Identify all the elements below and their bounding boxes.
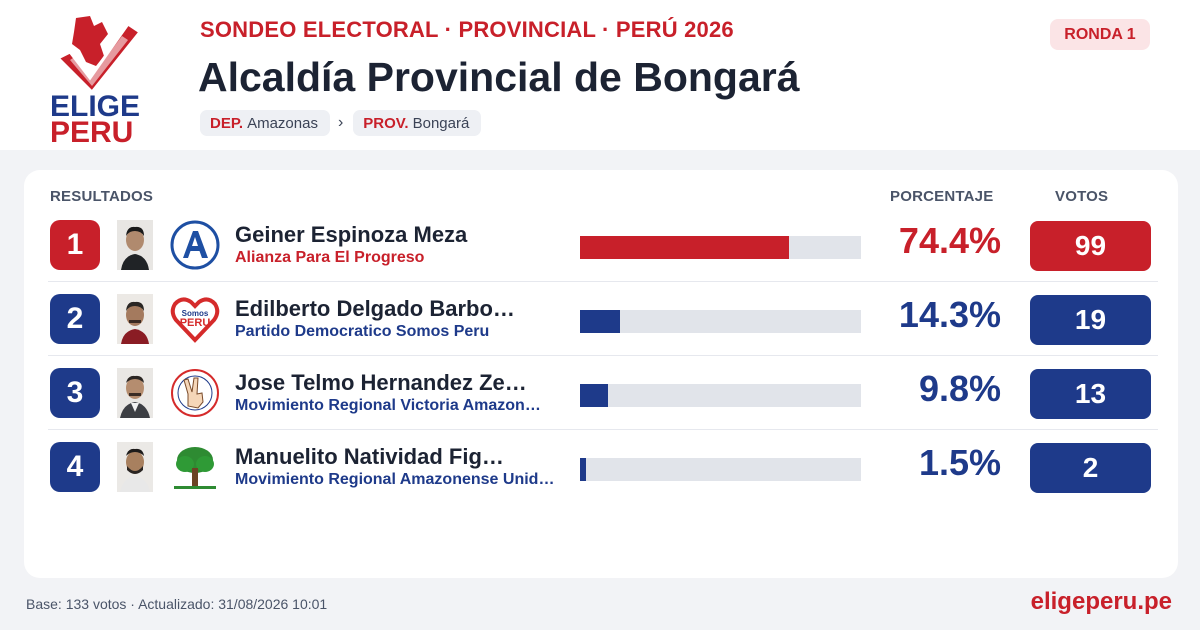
votes-header: VOTOS bbox=[1055, 188, 1109, 205]
footer-base-info: Base: 133 votos · Actualizado: 31/08/202… bbox=[26, 596, 328, 612]
candidate-name: Jose Telmo Hernandez Ze… bbox=[235, 370, 527, 395]
breadcrumb-key: PROV. bbox=[363, 114, 409, 132]
somos-peru-heart-icon: Somos PERU bbox=[170, 294, 220, 344]
percent-value: 1.5% bbox=[918, 442, 1001, 483]
breadcrumb-province[interactable]: PROV. Bongará bbox=[353, 110, 482, 136]
elige-peru-logo[interactable]: ELIGE PERU bbox=[48, 14, 152, 148]
logo-text-elige: ELIGE bbox=[50, 90, 141, 123]
vote-share-bar bbox=[580, 310, 861, 333]
candidate-name: Geiner Espinoza Meza bbox=[235, 222, 468, 247]
candidate-name: Edilberto Delgado Barbo… bbox=[235, 296, 515, 321]
breadcrumb: DEP. Amazonas › PROV. Bongará bbox=[200, 110, 482, 136]
vote-share-bar bbox=[580, 458, 861, 481]
party-name: Alianza Para El Progreso bbox=[235, 249, 425, 266]
votes-count: 19 bbox=[1030, 295, 1151, 345]
row-divider bbox=[48, 429, 1158, 430]
row-divider bbox=[48, 355, 1158, 356]
green-tree-icon bbox=[170, 442, 220, 492]
candidate-photo bbox=[117, 368, 153, 418]
site-link[interactable]: eligeperu.pe bbox=[1030, 588, 1172, 615]
results-header: RESULTADOS bbox=[50, 188, 154, 205]
party-name: Movimiento Regional Victoria Amazon… bbox=[235, 397, 541, 414]
votes-count: 13 bbox=[1030, 369, 1151, 419]
breadcrumb-key: DEP. bbox=[210, 114, 244, 132]
vote-share-bar-fill bbox=[580, 310, 621, 333]
breadcrumb-value: Bongará bbox=[412, 114, 470, 132]
percent-value: 74.4% bbox=[898, 220, 1001, 261]
page-title: Alcaldía Provincial de Bongará bbox=[198, 54, 800, 100]
alianza-para-el-progreso-a-icon bbox=[170, 220, 220, 270]
header: ELIGE PERU SONDEO ELECTORAL · PROVINCIAL… bbox=[0, 0, 1200, 150]
vote-share-bar bbox=[580, 384, 861, 407]
result-row[interactable]: 2 Somos PERU Edilberto Delgado Barbo… Par… bbox=[24, 280, 1178, 356]
svg-text:PERU: PERU bbox=[180, 317, 211, 329]
round-badge: RONDA 1 bbox=[1050, 19, 1150, 50]
result-row[interactable]: 3 Jose Telmo Hernandez Ze… Movimiento Re… bbox=[24, 354, 1178, 430]
results-card: RESULTADOS PORCENTAJE VOTOS 1 Geiner Esp… bbox=[24, 170, 1178, 578]
votes-count: 99 bbox=[1030, 221, 1151, 271]
breadcrumb-value: Amazonas bbox=[247, 114, 318, 132]
percent-header: PORCENTAJE bbox=[890, 188, 994, 205]
rank-badge: 2 bbox=[50, 294, 100, 344]
rank-badge: 1 bbox=[50, 220, 100, 270]
rank-badge: 3 bbox=[50, 368, 100, 418]
candidate-photo bbox=[117, 220, 153, 270]
votes-count: 2 bbox=[1030, 443, 1151, 493]
victoria-hand-icon bbox=[170, 368, 220, 418]
survey-kicker: SONDEO ELECTORAL · PROVINCIAL · PERÚ 202… bbox=[200, 17, 734, 42]
candidate-name: Manuelito Natividad Fig… bbox=[235, 444, 504, 469]
candidate-photo bbox=[117, 294, 153, 344]
party-name: Partido Democratico Somos Peru bbox=[235, 323, 490, 340]
result-row[interactable]: 1 Geiner Espinoza Meza Alianza Para El P… bbox=[24, 206, 1178, 282]
logo-text-peru: PERU bbox=[50, 116, 134, 149]
row-divider bbox=[48, 281, 1158, 282]
vote-share-bar bbox=[580, 236, 861, 259]
percent-value: 14.3% bbox=[898, 294, 1001, 335]
result-row[interactable]: 4 Manuelito Natividad Fig… Movimiento Re… bbox=[24, 428, 1178, 502]
vote-share-bar-fill bbox=[580, 384, 608, 407]
vote-share-bar-fill bbox=[580, 458, 586, 481]
checkmark-map-icon bbox=[56, 16, 143, 95]
rank-badge: 4 bbox=[50, 442, 100, 492]
svg-text:Somos: Somos bbox=[182, 309, 209, 318]
breadcrumb-chevron-icon: › bbox=[337, 114, 344, 131]
party-name: Movimiento Regional Amazonense Unid… bbox=[235, 471, 555, 488]
breadcrumb-department[interactable]: DEP. Amazonas bbox=[200, 110, 330, 136]
candidate-photo bbox=[117, 442, 153, 492]
vote-share-bar-fill bbox=[580, 236, 790, 259]
percent-value: 9.8% bbox=[918, 368, 1001, 409]
